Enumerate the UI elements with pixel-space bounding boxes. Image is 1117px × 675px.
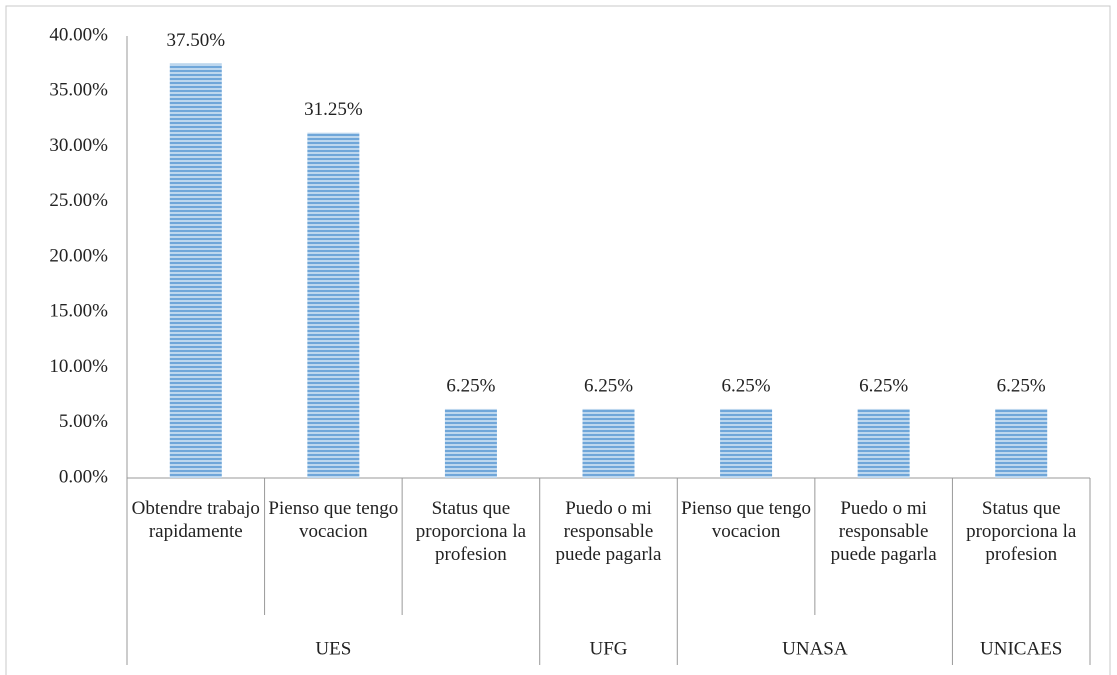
x-tick-label: Puedo o mi responsable puede pagarla	[830, 498, 937, 565]
group-label: UNICAES	[980, 638, 1062, 659]
group-label: UFG	[589, 638, 627, 659]
data-label: 6.25%	[584, 375, 633, 396]
y-tick-label: 15.00%	[49, 301, 108, 322]
y-tick-label: 35.00%	[49, 80, 108, 101]
x-tick-label: Status que proporciona la profesion	[415, 498, 527, 565]
x-tick-label: Status que proporciona la profesion	[966, 498, 1077, 565]
group-label: UES	[315, 638, 351, 659]
bar	[582, 408, 635, 478]
data-label: 6.25%	[722, 375, 771, 396]
y-tick-label: 10.00%	[49, 356, 108, 377]
bar	[169, 63, 222, 478]
group-label: UNASA	[782, 638, 848, 659]
chart-border	[5, 5, 1111, 675]
bar	[995, 408, 1048, 478]
data-label: 6.25%	[859, 375, 908, 396]
bar	[444, 408, 497, 478]
y-tick-label: 25.00%	[49, 190, 108, 211]
bar	[857, 408, 910, 478]
x-tick-label: Pienso que tengo vocacion	[681, 498, 811, 542]
y-tick-label: 20.00%	[49, 245, 108, 266]
x-tick-label: Obtendre trabajo rapidamente	[131, 498, 260, 542]
y-tick-label: 40.00%	[49, 24, 108, 45]
data-label: 6.25%	[446, 375, 495, 396]
x-tick-label: Puedo o mi responsable puede pagarla	[555, 498, 662, 565]
x-tick-label: Pienso que tengo vocacion	[268, 498, 399, 542]
y-tick-label: 30.00%	[49, 135, 108, 156]
bar	[720, 408, 773, 478]
data-label: 6.25%	[997, 375, 1046, 396]
y-tick-label: 0.00%	[59, 466, 108, 487]
y-tick-label: 5.00%	[59, 411, 108, 432]
bar	[307, 132, 360, 478]
data-label: 31.25%	[304, 99, 363, 120]
data-label: 37.50%	[166, 30, 225, 51]
